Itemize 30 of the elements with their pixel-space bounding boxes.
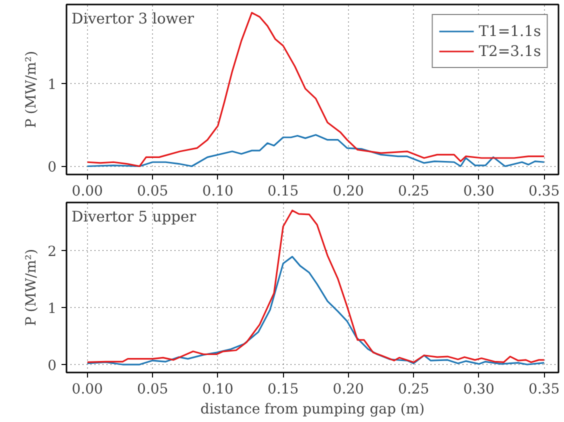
annotation: Divertor 3 lower [72,10,194,28]
line-series [86,256,545,366]
x-tick-label: 0.25 [398,184,430,200]
y-axis-title: P (MW/m²) [24,50,40,128]
x-tick-label: 0.35 [528,184,560,200]
x-tick-label: 0.20 [332,184,364,200]
x-tick-label: 0.00 [72,382,103,398]
y-axis-title: P (MW/m²) [24,248,40,326]
x-tick-label: 0.30 [463,382,494,398]
x-tick-label: 0.10 [202,382,234,398]
y-tick-label: 0 [48,160,57,176]
y-tick-label: 1 [48,77,57,94]
x-tick-label: 0.05 [137,382,168,398]
x-tick-label: 0.35 [528,382,560,398]
x-tick-label: 0.15 [268,184,299,200]
x-tick-label: 0.20 [332,382,364,398]
x-tick-label: 0.10 [202,184,234,200]
line-series [86,134,545,168]
y-tick-label: 0 [48,358,57,374]
y-tick-label: 1 [48,300,57,317]
annotation: Divertor 5 upper [72,208,196,226]
x-tick-label: 0.30 [463,184,494,200]
x-tick-label: 0.00 [72,184,103,200]
x-axis-title: distance from pumping gap (m) [200,402,425,418]
x-tick-label: 0.05 [137,184,168,200]
x-tick-label: 0.15 [268,382,299,398]
legend-label: T1=1.1s [478,22,541,40]
legend-label: T2=3.1s [478,42,541,60]
x-tick-label: 0.25 [398,382,430,398]
y-tick-label: 2 [48,244,57,260]
